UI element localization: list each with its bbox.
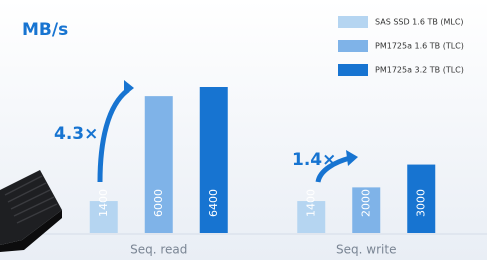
legend-swatch — [338, 16, 368, 28]
legend-swatch — [338, 40, 368, 52]
value-label: 1400 — [304, 189, 317, 217]
legend-label: PM1725a 1.6 TB (TLC) — [375, 42, 464, 51]
legend-label: SAS SSD 1.6 TB (MLC) — [375, 18, 464, 27]
annotation: 1.4× — [292, 150, 336, 170]
legend-swatch — [338, 64, 368, 76]
value-label: 6000 — [152, 189, 165, 217]
value-label: 6400 — [207, 189, 220, 217]
annotation: 4.3× — [54, 124, 98, 144]
x-tick-label: Seq. write — [336, 243, 396, 257]
legend-label: PM1725a 3.2 TB (TLC) — [375, 66, 464, 75]
value-label: 1400 — [97, 189, 110, 217]
x-tick-label: Seq. read — [130, 243, 187, 257]
chart: MB/s 4.3× 1.4× SAS SSD 1.6 TB (MLC) PM172… — [0, 0, 487, 260]
value-label: 2000 — [359, 189, 372, 217]
value-label: 3000 — [414, 189, 427, 217]
y-unit: MB/s — [22, 20, 68, 40]
